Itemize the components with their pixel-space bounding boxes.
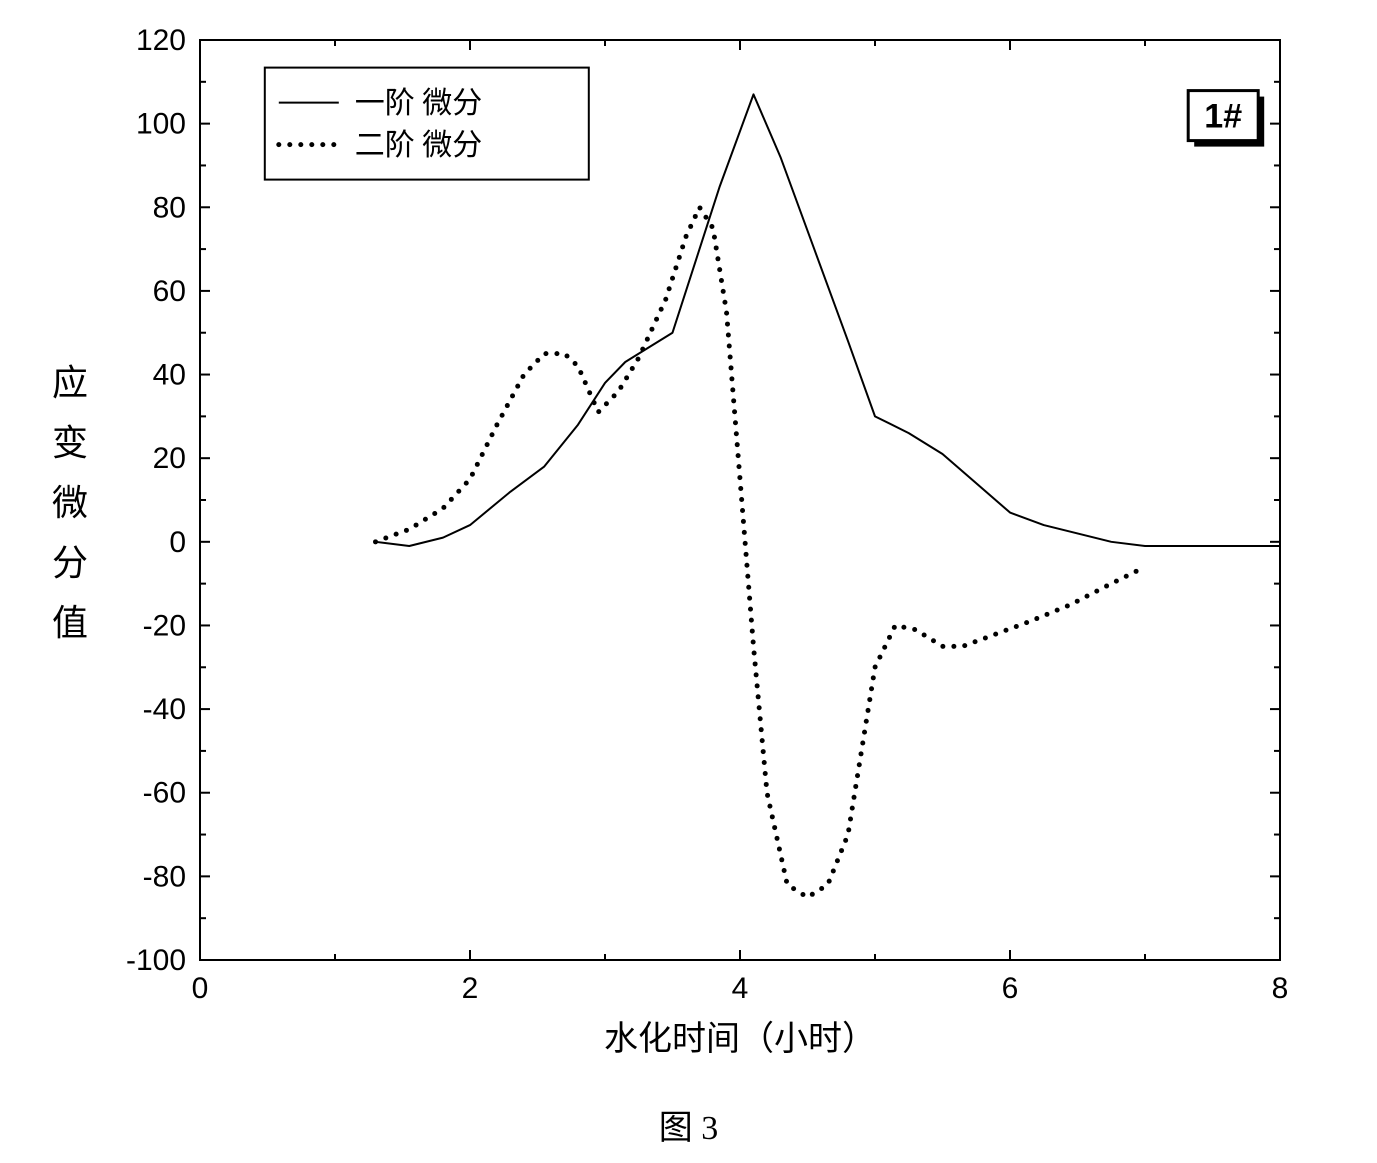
svg-text:-60: -60 [143,777,186,810]
svg-text:1#: 1# [1204,98,1242,136]
svg-text:二阶 微分: 二阶 微分 [355,129,483,162]
svg-text:20: 20 [153,442,186,475]
svg-text:值: 值 [52,603,88,643]
chart-container: 0 2 4 6 8 -100 -80 -60 -40 -20 0 20 40 60 80 100 120 水化时间… [0,0,1377,1163]
svg-text:2: 2 [462,972,479,1005]
svg-text:一阶 微分: 一阶 微分 [355,87,483,120]
svg-text:-80: -80 [143,860,186,893]
svg-text:6: 6 [1002,972,1019,1005]
svg-text:变: 变 [52,423,88,463]
svg-text:0: 0 [192,972,209,1005]
svg-text:4: 4 [732,972,749,1005]
svg-text:水化时间（小时）: 水化时间（小时） [604,1020,876,1058]
svg-text:分: 分 [52,543,88,583]
svg-text:微: 微 [52,483,88,523]
svg-text:80: 80 [153,191,186,224]
svg-text:8: 8 [1272,972,1289,1005]
figure-caption: 图 3 [0,1100,1377,1149]
svg-text:-100: -100 [126,944,186,977]
svg-text:应: 应 [52,363,88,403]
svg-text:40: 40 [153,359,186,392]
svg-text:-40: -40 [143,693,186,726]
chart-svg: 0 2 4 6 8 -100 -80 -60 -40 -20 0 20 40 60 80 100 120 水化时间… [0,0,1377,1163]
svg-text:-20: -20 [143,609,186,642]
svg-text:0: 0 [169,526,186,559]
svg-text:100: 100 [136,108,186,141]
svg-text:120: 120 [136,24,186,57]
svg-text:60: 60 [153,275,186,308]
